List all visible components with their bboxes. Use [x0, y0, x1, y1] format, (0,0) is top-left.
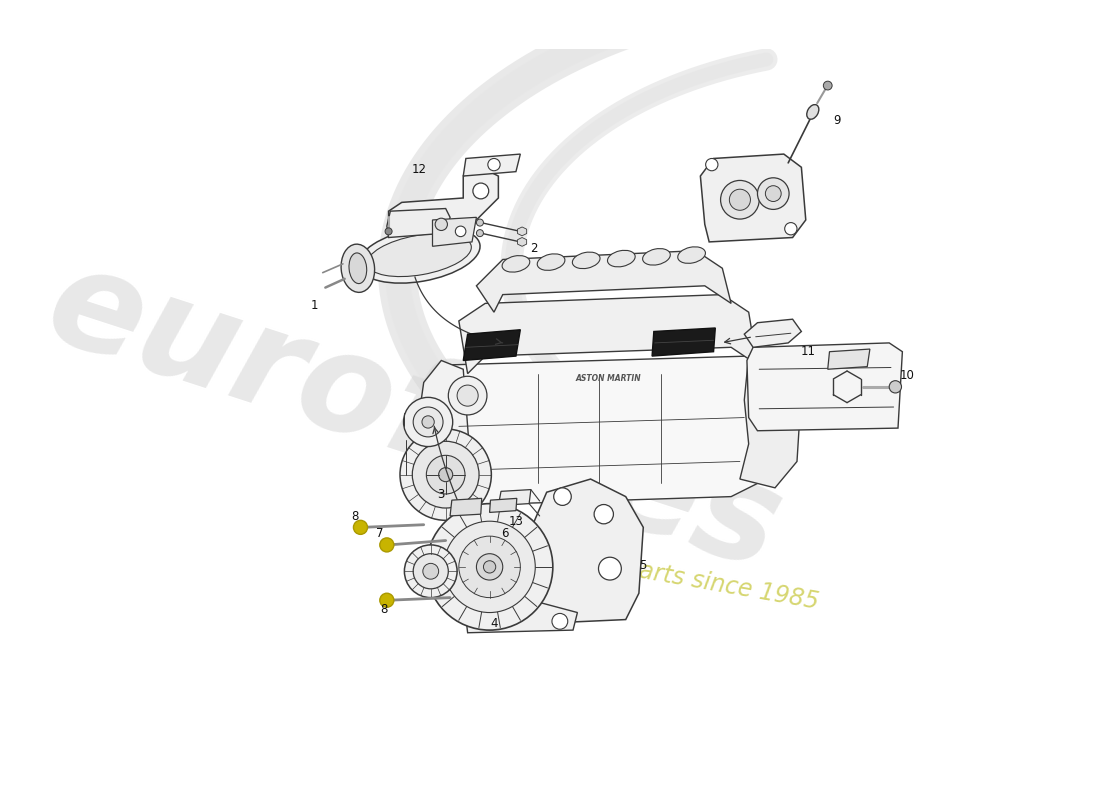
Polygon shape	[522, 479, 644, 624]
Circle shape	[436, 218, 448, 230]
Circle shape	[458, 385, 478, 406]
Circle shape	[758, 178, 789, 210]
Text: 7: 7	[376, 527, 384, 540]
Circle shape	[427, 455, 465, 494]
Polygon shape	[517, 227, 527, 236]
Circle shape	[889, 381, 902, 393]
Polygon shape	[490, 498, 517, 513]
Circle shape	[379, 594, 394, 607]
Circle shape	[379, 538, 394, 552]
Ellipse shape	[359, 227, 480, 283]
Polygon shape	[740, 356, 802, 488]
Circle shape	[720, 181, 759, 219]
Circle shape	[439, 468, 453, 482]
Ellipse shape	[367, 234, 471, 277]
Circle shape	[414, 554, 449, 589]
Ellipse shape	[502, 255, 530, 272]
Text: 3: 3	[438, 488, 446, 502]
Text: 2: 2	[530, 242, 537, 255]
Circle shape	[427, 504, 553, 630]
Polygon shape	[459, 294, 758, 374]
Text: ASTON MARTIN: ASTON MARTIN	[575, 374, 641, 382]
Ellipse shape	[349, 253, 366, 283]
Circle shape	[784, 222, 798, 235]
Circle shape	[459, 536, 520, 598]
Circle shape	[487, 158, 500, 170]
Ellipse shape	[341, 244, 375, 292]
Polygon shape	[476, 250, 732, 312]
Ellipse shape	[678, 247, 705, 263]
Polygon shape	[387, 209, 450, 238]
Polygon shape	[701, 154, 806, 242]
Text: 13: 13	[508, 514, 524, 528]
Polygon shape	[388, 167, 498, 220]
Circle shape	[598, 558, 622, 580]
Circle shape	[404, 398, 453, 446]
Circle shape	[552, 614, 568, 630]
Circle shape	[476, 219, 483, 226]
Text: 6: 6	[500, 527, 508, 540]
Polygon shape	[517, 238, 527, 246]
Circle shape	[729, 190, 750, 210]
Text: 1: 1	[310, 298, 318, 312]
Text: a passion for parts since 1985: a passion for parts since 1985	[465, 529, 821, 614]
Circle shape	[449, 376, 487, 415]
Circle shape	[444, 522, 536, 613]
Polygon shape	[415, 361, 472, 510]
Ellipse shape	[806, 105, 818, 119]
Circle shape	[476, 230, 483, 237]
Circle shape	[705, 158, 718, 170]
Circle shape	[553, 488, 571, 506]
Text: 12: 12	[411, 163, 427, 176]
Circle shape	[483, 561, 496, 573]
Polygon shape	[432, 356, 776, 506]
Polygon shape	[745, 319, 802, 347]
Polygon shape	[747, 343, 902, 430]
Circle shape	[414, 407, 443, 437]
Circle shape	[385, 228, 392, 235]
Circle shape	[405, 545, 458, 598]
Text: 10: 10	[900, 369, 914, 382]
Circle shape	[422, 416, 435, 428]
Polygon shape	[463, 330, 520, 361]
Text: 11: 11	[801, 345, 816, 358]
Circle shape	[422, 563, 439, 579]
Text: 5: 5	[639, 558, 647, 572]
Circle shape	[823, 81, 832, 90]
Ellipse shape	[537, 254, 565, 270]
Polygon shape	[498, 490, 531, 506]
Polygon shape	[827, 349, 870, 370]
Text: 9: 9	[833, 114, 840, 127]
Circle shape	[766, 186, 781, 202]
Polygon shape	[432, 218, 476, 246]
Circle shape	[412, 442, 480, 508]
Circle shape	[476, 554, 503, 580]
Circle shape	[455, 226, 466, 237]
Polygon shape	[450, 498, 482, 516]
Ellipse shape	[642, 249, 670, 265]
Text: 4: 4	[491, 618, 497, 630]
Circle shape	[594, 505, 614, 524]
Circle shape	[400, 429, 492, 520]
Ellipse shape	[607, 250, 635, 267]
Circle shape	[473, 183, 488, 199]
Text: 8: 8	[381, 602, 388, 615]
Text: 8: 8	[352, 510, 359, 523]
Circle shape	[353, 520, 367, 534]
Polygon shape	[652, 328, 715, 356]
Polygon shape	[466, 602, 578, 633]
Polygon shape	[463, 154, 520, 176]
Text: eurofures: eurofures	[32, 236, 797, 599]
Ellipse shape	[572, 252, 600, 269]
